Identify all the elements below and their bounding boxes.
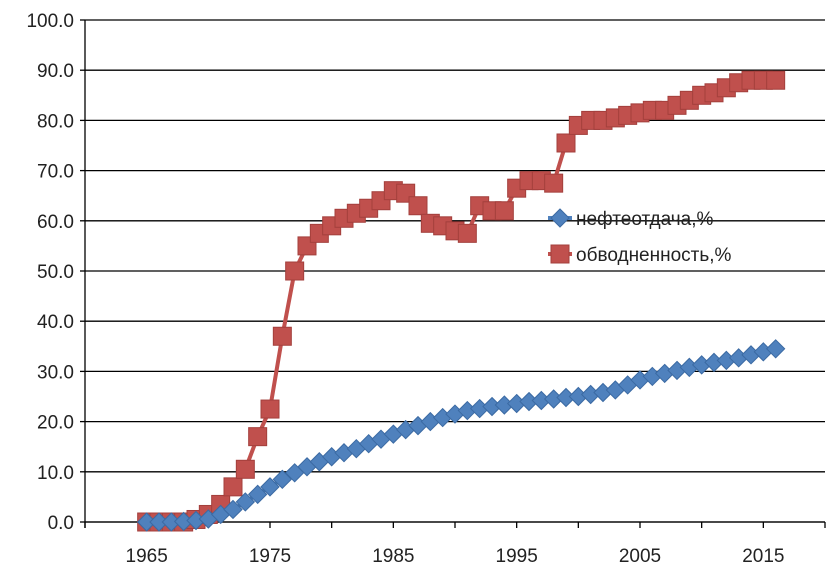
legend-diamond-marker [550,208,570,228]
legend-label: обводненность,% [576,245,732,266]
x-tick-label: 2015 [742,546,784,565]
data-point [272,469,293,490]
y-tick-label: 70.0 [37,162,74,183]
data-point [544,173,564,193]
data-point [494,201,514,221]
x-tick-labels: 1965 1975 1985 1995 2005 2015 [126,546,785,565]
data-point [766,70,786,90]
data-point [272,326,292,346]
legend-label: нефтеотдача,% [576,209,714,230]
x-tick-label: 1965 [126,546,168,565]
data-point [457,223,477,243]
y-tick-label: 100.0 [26,11,74,32]
legend: нефтеотдача,% обводненность,% [548,208,732,266]
y-tick-label: 0.0 [48,513,74,534]
legend-square-marker [550,244,570,264]
plot-area [136,70,786,532]
y-tick-label: 10.0 [37,463,74,484]
data-point [556,133,576,153]
data-point [285,261,305,281]
x-tick-label: 2005 [619,546,661,565]
x-tick-label: 1985 [372,546,414,565]
series-nefteotdacha [136,339,786,532]
y-tick-label: 80.0 [37,111,74,132]
y-tick-label: 30.0 [37,362,74,383]
x-tick-label: 1975 [249,546,291,565]
y-tick-label: 40.0 [37,312,74,333]
data-point [223,499,243,520]
series-obvodnennost [137,70,786,532]
x-tick-label: 1995 [496,546,538,565]
series-line [146,78,776,524]
data-point [408,196,428,216]
data-point [223,477,243,497]
data-point [235,459,255,479]
data-point [260,399,280,419]
y-tick-labels: 0.0 10.0 20.0 30.0 40.0 50.0 60.0 70.0 80.0 90.0 1… [26,11,74,534]
data-point [247,484,268,505]
grid [85,19,825,523]
data-point [765,339,786,359]
y-tick-label: 20.0 [37,413,74,434]
data-point [235,492,256,512]
y-tick-label: 60.0 [37,212,74,233]
data-point [260,477,280,497]
data-point [248,427,268,447]
y-tick-label: 50.0 [37,262,74,283]
y-tick-label: 90.0 [37,61,74,82]
